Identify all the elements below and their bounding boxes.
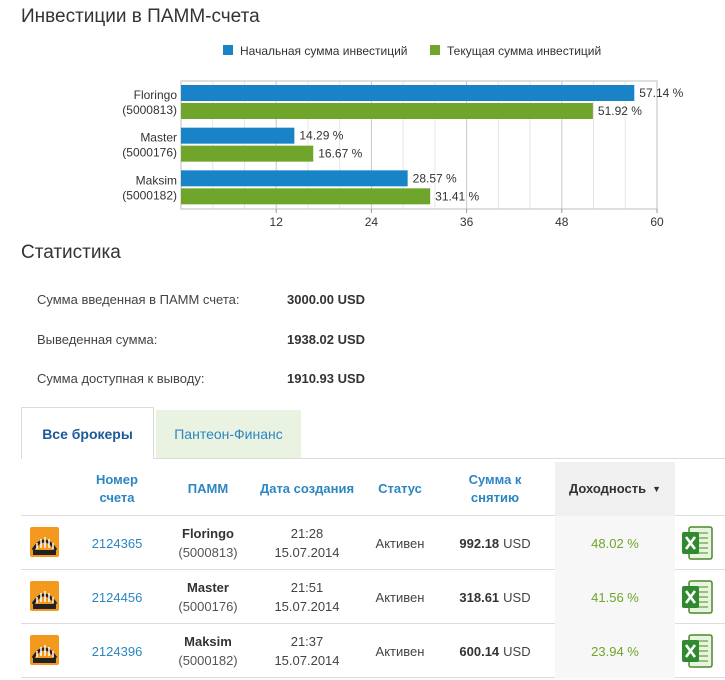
excel-export-icon[interactable] (681, 633, 714, 669)
created-date: 15.07.2014 (274, 545, 340, 560)
account-link[interactable]: 2124396 (91, 643, 143, 659)
created-time: 21:37 (290, 634, 324, 649)
pamm-cell: Floringo (5000813) (163, 516, 253, 570)
tabs-divider (21, 458, 725, 459)
yield-cell: 23.94 % (555, 624, 675, 678)
x-tick-label: 24 (365, 215, 379, 229)
sort-desc-icon: ▼ (652, 484, 662, 494)
bar (181, 85, 635, 101)
bar (181, 170, 408, 187)
header-sum-line1: Сумма к (468, 472, 522, 487)
sum-currency: USD (503, 643, 531, 659)
legend-label: Начальная сумма инвестиций (240, 44, 407, 58)
table-row: 2124396 Maksim (5000182) 21:37 15.07.201… (21, 624, 725, 678)
sum-currency: USD (503, 535, 531, 551)
header-pamm[interactable]: ПАММ (187, 481, 229, 496)
status-cell: Активен (375, 535, 425, 551)
bar (181, 188, 431, 205)
broker-logo-icon (30, 527, 59, 557)
pamm-name: Floringo (182, 526, 234, 541)
sum-cell: 600.14 USD (451, 624, 539, 678)
bar (181, 145, 314, 162)
created-date: 15.07.2014 (274, 653, 340, 668)
bar-value-label: 57.14 % (639, 86, 683, 100)
stat-label: Выведенная сумма: (37, 332, 158, 347)
stat-value: 1938.02 USD (287, 332, 366, 347)
sum-currency: USD (503, 589, 531, 605)
bar (181, 127, 295, 144)
header-account-line1: Номер (96, 472, 138, 487)
category-label: (5000176) (122, 146, 177, 160)
broker-logo-icon (30, 635, 59, 665)
bar (181, 103, 593, 119)
bar-value-label: 31.41 % (435, 189, 479, 203)
bar-value-label: 28.57 % (413, 171, 457, 185)
stat-value: 3000.00 USD (287, 292, 366, 307)
investments-bar-chart: Начальная сумма инвестиций Текущая сумма … (122, 44, 683, 229)
yield-cell: 48.02 % (555, 516, 675, 570)
created-cell: 21:51 15.07.2014 (251, 570, 363, 624)
pamm-name: Master (187, 580, 229, 595)
x-tick-label: 12 (270, 215, 284, 229)
header-sum[interactable]: Сумма к снятию (451, 462, 539, 516)
header-sum-line2: снятию (470, 490, 520, 505)
header-account[interactable]: Номер счета (81, 462, 153, 516)
created-time: 21:28 (290, 526, 324, 541)
bar-value-label: 16.67 % (318, 147, 362, 161)
created-time: 21:51 (290, 580, 324, 595)
category-label: Maksim (136, 173, 177, 187)
excel-export-icon[interactable] (681, 525, 714, 561)
pamm-name: Maksim (184, 634, 232, 649)
sum-cell: 318.61 USD (451, 570, 539, 624)
table-header: Номер счета ПАММ Дата создания Статус Су… (21, 462, 725, 516)
stat-value: 1910.93 USD (287, 371, 366, 386)
bar-value-label: 14.29 % (299, 129, 343, 143)
tab-all-brokers[interactable]: Все брокеры (21, 407, 154, 459)
created-cell: 21:37 15.07.2014 (251, 624, 363, 678)
category-label: (5000813) (122, 103, 177, 117)
yield-cell: 41.56 % (555, 570, 675, 624)
excel-export-icon[interactable] (681, 579, 714, 615)
category-label: Master (140, 131, 177, 145)
sum-value: 318.61 (459, 589, 500, 605)
header-account-line2: счета (99, 490, 135, 505)
status-cell: Активен (375, 643, 425, 659)
pamm-id: (5000813) (178, 545, 238, 560)
x-tick-label: 60 (650, 215, 664, 229)
header-yield-label: Доходность (568, 481, 647, 496)
category-label: Floringo (134, 88, 178, 102)
x-tick-label: 36 (460, 215, 474, 229)
created-date: 15.07.2014 (274, 599, 340, 614)
account-link[interactable]: 2124456 (91, 589, 143, 605)
header-status[interactable]: Статус (378, 481, 422, 496)
stat-label: Сумма введенная в ПАММ счета: (37, 292, 240, 307)
stat-label: Сумма доступная к выводу: (37, 371, 205, 386)
sum-cell: 992.18 USD (451, 516, 539, 570)
bar-value-label: 51.92 % (598, 104, 642, 118)
broker-logo-icon (30, 581, 59, 611)
investments-title: Инвестиции в ПАММ-счета (21, 6, 260, 27)
account-link[interactable]: 2124365 (91, 535, 143, 551)
pamm-id: (5000176) (178, 599, 238, 614)
pamm-id: (5000182) (178, 653, 238, 668)
x-tick-label: 48 (555, 215, 569, 229)
sum-value: 992.18 (459, 535, 500, 551)
pamm-cell: Maksim (5000182) (163, 624, 253, 678)
legend-swatch (223, 45, 233, 55)
status-cell: Активен (375, 589, 425, 605)
statistics-title: Статистика (21, 242, 121, 263)
tab-panteon-finance[interactable]: Пантеон-Финанс (156, 410, 301, 459)
table-row: 2124456 Master (5000176) 21:51 15.07.201… (21, 570, 725, 624)
sum-value: 600.14 (459, 643, 500, 659)
header-yield[interactable]: Доходность ▼ (555, 462, 675, 516)
plot-frame (180, 80, 658, 210)
legend-label: Текущая сумма инвестиций (447, 44, 601, 58)
legend-swatch (430, 45, 440, 55)
pamm-cell: Master (5000176) (163, 570, 253, 624)
created-cell: 21:28 15.07.2014 (251, 516, 363, 570)
table-row: 2124365 Floringo (5000813) 21:28 15.07.2… (21, 516, 725, 570)
category-label: (5000182) (122, 188, 177, 202)
header-created[interactable]: Дата создания (259, 481, 355, 496)
